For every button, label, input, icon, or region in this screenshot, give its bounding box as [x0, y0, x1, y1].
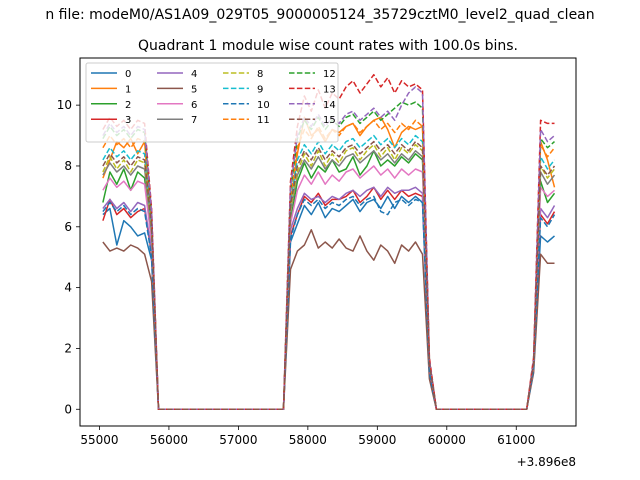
- legend-label-14: 14: [323, 100, 336, 111]
- legend-label-8: 8: [257, 69, 263, 80]
- legend-label-13: 13: [323, 84, 336, 95]
- y-tick-label: 10: [57, 98, 72, 112]
- legend-label-15: 15: [323, 115, 336, 126]
- x-tick-label: 58000: [289, 433, 327, 447]
- x-tick-label: 56000: [150, 433, 188, 447]
- axes-frame: [79, 57, 577, 427]
- legend-label-9: 9: [257, 84, 263, 95]
- legend-label-11: 11: [257, 115, 270, 126]
- legend-label-0: 0: [125, 69, 131, 80]
- figure-suptitle: n file: modeM0/AS1A09_029T05_9000005124_…: [45, 7, 594, 23]
- y-tick-label: 0: [64, 402, 72, 416]
- y-tick-label: 8: [64, 159, 72, 173]
- legend-label-10: 10: [257, 100, 270, 111]
- x-tick-label: 55000: [80, 433, 118, 447]
- y-axis-ticks: 0 2 4 6 8 10: [57, 98, 80, 416]
- legend-label-6: 6: [191, 100, 197, 111]
- series-line-5: [102, 229, 555, 411]
- chart-title: Quadrant 1 module wise count rates with …: [138, 38, 518, 54]
- y-tick-label: 6: [64, 220, 72, 234]
- legend-label-7: 7: [191, 115, 197, 126]
- y-tick-label: 4: [64, 281, 72, 295]
- y-tick-label: 2: [64, 341, 72, 355]
- legend-label-2: 2: [125, 100, 131, 111]
- x-axis-ticks: 55000 56000 57000 58000 59000 60000 61000: [80, 426, 535, 447]
- x-tick-label: 60000: [428, 433, 466, 447]
- x-tick-label: 57000: [219, 433, 257, 447]
- legend-label-3: 3: [125, 115, 131, 126]
- legend-label-1: 1: [125, 84, 131, 95]
- x-tick-label: 61000: [497, 433, 535, 447]
- series-line-10: [102, 195, 556, 411]
- series-line-15: [102, 140, 556, 411]
- x-axis-offset-label: +3.896e8: [517, 455, 576, 469]
- legend-frame: [85, 62, 339, 143]
- legend-label-5: 5: [191, 84, 197, 95]
- x-tick-label: 59000: [358, 433, 396, 447]
- legend-label-4: 4: [191, 69, 197, 80]
- legend-label-12: 12: [323, 69, 336, 80]
